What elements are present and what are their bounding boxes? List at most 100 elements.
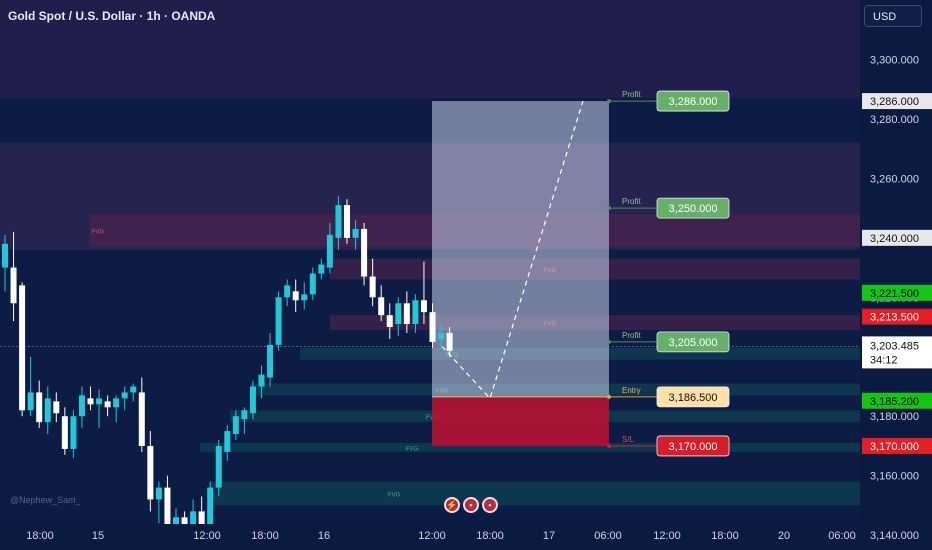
candle-body [241, 410, 248, 420]
candle-body [61, 416, 68, 449]
axis-price-label-value: 3,240.000 [870, 233, 919, 245]
symbol-title[interactable]: Gold Spot / U.S. Dollar · 1h · OANDA [8, 9, 216, 23]
fvg-label: FVG [406, 446, 419, 452]
candle-body [44, 398, 51, 423]
us-flag-icon[interactable]: ▪ [463, 497, 479, 513]
candle-body [19, 285, 26, 411]
level-dot [607, 443, 611, 448]
candle-body [292, 291, 299, 301]
level-tag [656, 435, 730, 457]
candle-body [429, 312, 436, 342]
level-tag [656, 386, 730, 408]
level-tag-value: 3,186.500 [669, 392, 718, 404]
candle-body [420, 300, 427, 313]
y-tick-label: 3,260.000 [870, 173, 919, 185]
fvg-label: FVG [388, 493, 401, 499]
level-tag [656, 331, 730, 353]
x-tick-label: 12:00 [193, 530, 221, 542]
level-dot [607, 99, 611, 104]
candle-body [155, 487, 162, 500]
time-axis [0, 524, 860, 550]
candle-body [190, 511, 197, 533]
candle-body [232, 416, 239, 435]
x-tick-label: 20 [778, 530, 790, 542]
candle-body [369, 276, 376, 298]
level-tag [656, 90, 730, 112]
candle-body [113, 398, 120, 408]
candle-body [352, 228, 359, 238]
x-tick-label: 18:00 [26, 530, 54, 542]
candle-body [198, 511, 205, 527]
y-tick-label: 3,300.000 [870, 54, 919, 66]
axis-price-label [862, 308, 932, 325]
candle-body [121, 392, 128, 399]
axis-price-label [862, 229, 932, 246]
level-name: Profit [622, 331, 641, 340]
candle-body [412, 300, 419, 325]
axis-price-label-value: 3,286.000 [870, 96, 919, 108]
x-tick-label: 17 [543, 530, 555, 542]
candle-body [335, 205, 342, 238]
fvg-label: FVG [92, 229, 105, 235]
candle-body [284, 285, 291, 298]
current-price-value: 3,203.485 [870, 340, 919, 352]
candle-body [207, 487, 214, 527]
candle-body [10, 267, 17, 304]
y-tick-label: 3,180.000 [870, 411, 919, 423]
x-tick-label: 18:00 [476, 530, 504, 542]
candle-body [249, 386, 256, 414]
axis-price-label [862, 93, 932, 110]
candle-body [446, 332, 453, 351]
candle-body [386, 315, 393, 328]
candle-body [164, 487, 171, 536]
candle-body [215, 445, 222, 488]
candle-body [70, 416, 77, 449]
y-tick-label: 3,280.000 [870, 114, 919, 126]
candle-body [301, 294, 308, 301]
candle-body [403, 303, 410, 325]
candle-body [147, 445, 154, 500]
candle-body [36, 392, 43, 423]
x-tick-label: 15 [92, 530, 104, 542]
fvg-zone [210, 481, 860, 506]
y-tick-label: 3,160.000 [870, 471, 919, 483]
price-axis [860, 0, 932, 550]
lightning-icon[interactable]: ⚡ [444, 497, 460, 513]
x-tick-label: 12:00 [418, 530, 446, 542]
axis-price-label-value: 3,213.500 [870, 312, 919, 324]
axis-price-label [862, 284, 932, 301]
us-flag-icon[interactable]: ▪ [482, 497, 498, 513]
axis-price-label [862, 437, 932, 454]
candle-body [104, 401, 111, 408]
candle-body [2, 243, 8, 268]
level-name: Profit [622, 90, 641, 99]
level-tag-value: 3,286.000 [669, 96, 718, 108]
candle-body [395, 303, 402, 325]
level-name: S/L [622, 435, 635, 444]
candle-body [130, 386, 137, 393]
current-price-box [862, 336, 932, 369]
currency-selector[interactable]: USD [864, 5, 922, 27]
candle-body [318, 264, 325, 274]
candle-body [224, 431, 231, 452]
candle-body [96, 398, 103, 405]
x-tick-label: 18:00 [251, 530, 279, 542]
x-tick-label: 18:00 [711, 530, 739, 542]
y-tick-label: 3,140.000 [870, 530, 919, 542]
candle-body [87, 398, 94, 405]
author-watermark: @Nephew_Sam_ [10, 495, 81, 505]
x-tick-label: 06:00 [594, 530, 622, 542]
candle-body [27, 392, 34, 411]
axis-price-label-value: 3,221.500 [870, 288, 919, 300]
level-dot [607, 339, 611, 344]
level-name: Profit [622, 197, 641, 206]
level-tag-value: 3,205.000 [669, 337, 718, 349]
bar-countdown: 34:12 [870, 354, 898, 366]
level-tag [656, 197, 730, 219]
level-name: Entry [622, 386, 641, 395]
candle-body [267, 344, 274, 378]
candle-body [275, 297, 282, 345]
candle-body [326, 234, 333, 268]
